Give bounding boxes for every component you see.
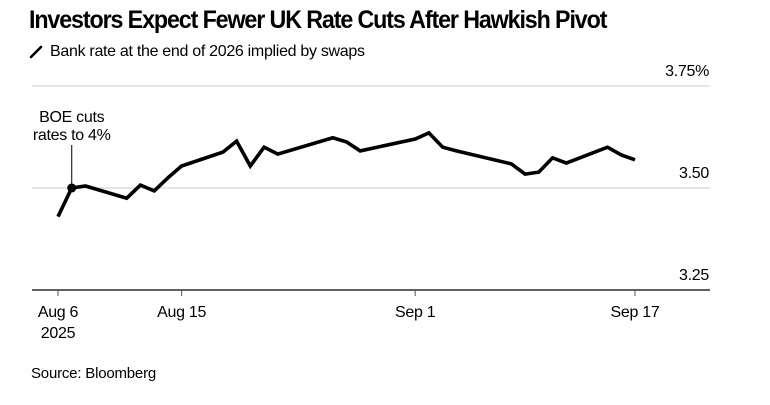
x-axis: Aug 6 2025 Aug 15 Sep 1 Sep 17 bbox=[32, 289, 710, 342]
x-tick-label: Aug 15 bbox=[157, 304, 206, 321]
x-tick-label: Sep 1 bbox=[395, 304, 436, 321]
gridlines bbox=[32, 85, 710, 189]
x-tick-sublabel: 2025 bbox=[41, 325, 76, 342]
annotation-text: rates to 4% bbox=[33, 127, 111, 144]
source-note: Source: Bloomberg bbox=[31, 365, 157, 382]
series-layer bbox=[56, 130, 636, 218]
x-tick-label: Sep 17 bbox=[611, 304, 660, 321]
annotation-marker bbox=[67, 183, 77, 193]
y-tick-label: 3.25 bbox=[679, 267, 709, 284]
line-series-icon bbox=[29, 45, 43, 59]
y-tick-label: 3.50 bbox=[679, 165, 709, 182]
chart-title: Investors Expect Fewer UK Rate Cuts Afte… bbox=[29, 6, 607, 34]
legend: Bank rate at the end of 2026 implied by … bbox=[29, 43, 365, 61]
series-line bbox=[56, 130, 636, 218]
y-axis: 3.75% 3.50 3.25 bbox=[665, 63, 710, 284]
x-tick-label: Aug 6 bbox=[38, 304, 79, 321]
y-tick-label: 3.75% bbox=[665, 63, 709, 80]
legend-label: Bank rate at the end of 2026 implied by … bbox=[50, 43, 365, 60]
annotation-text: BOE cuts bbox=[39, 109, 104, 126]
